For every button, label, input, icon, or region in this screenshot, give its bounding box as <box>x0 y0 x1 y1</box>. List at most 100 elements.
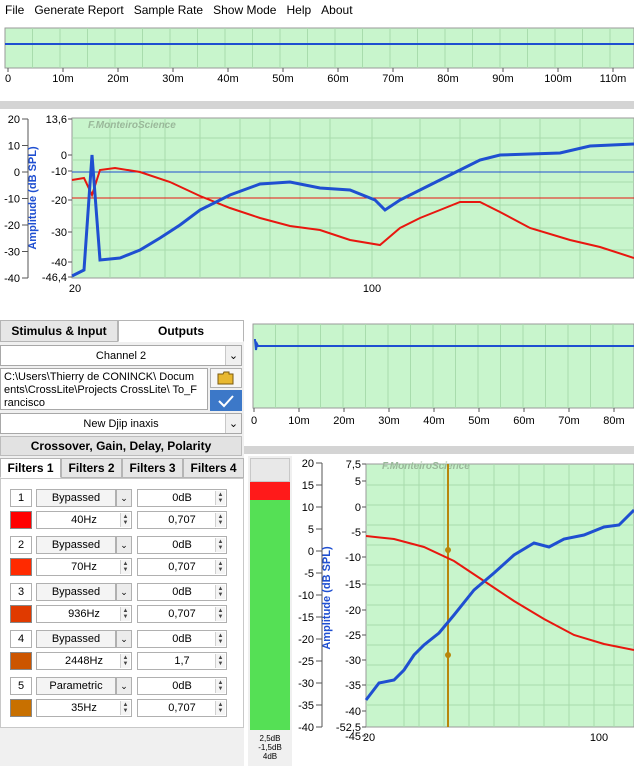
filter-frequency-field[interactable]: 2448Hz ▲ ▼ <box>36 652 132 670</box>
filter-color-swatch[interactable] <box>10 558 32 576</box>
left-tick-label: 5 <box>308 524 314 536</box>
menu-item-file[interactable]: File <box>5 3 25 17</box>
filter-type-value: Bypassed <box>51 633 101 645</box>
filter-q-field[interactable]: 0,707 ▲ ▼ <box>137 558 227 576</box>
chevron-down-icon[interactable]: ⌄ <box>225 414 241 433</box>
x-tick-label: 40m <box>217 73 238 85</box>
channel-select[interactable]: Channel 2 ⌄ <box>0 345 242 366</box>
meter-label-range: 4dB <box>262 752 278 761</box>
inner-tick-label: -20 <box>345 605 361 617</box>
spin-arrows-icon[interactable]: ▲ ▼ <box>215 607 225 621</box>
filter-gain-field[interactable]: 0dB ▲ ▼ <box>137 677 227 695</box>
splitter-mid[interactable] <box>244 446 634 454</box>
tab-stimulus-input[interactable]: Stimulus & Input <box>0 320 118 342</box>
spin-arrows-icon[interactable]: ▲ ▼ <box>215 560 225 574</box>
spin-arrows-icon[interactable]: ▲ ▼ <box>120 701 130 715</box>
chevron-down-icon[interactable]: ⌄ <box>116 677 132 695</box>
tab-filters-2[interactable]: Filters 2 <box>61 458 122 478</box>
filter-color-swatch[interactable] <box>10 699 32 717</box>
spin-arrows-icon[interactable]: ▲ ▼ <box>215 513 225 527</box>
left-tick-label: -20 <box>4 220 20 232</box>
left-tick-label: 0 <box>14 167 20 179</box>
x-tick-label: 80m <box>603 415 624 427</box>
filter-frequency-field[interactable]: 35Hz ▲ ▼ <box>36 699 132 717</box>
filter-frequency-field[interactable]: 936Hz ▲ ▼ <box>36 605 132 623</box>
inner-tick-label: -20 <box>51 195 67 207</box>
chevron-down-icon[interactable]: ⌄ <box>116 583 132 601</box>
tab-outputs[interactable]: Outputs <box>118 320 244 342</box>
left-tick-label: -10 <box>4 194 20 206</box>
filter-type-field[interactable]: Parametric <box>36 677 116 695</box>
preset-select[interactable]: New Djip inaxis ⌄ <box>0 413 242 434</box>
tab-filters-1[interactable]: Filters 1 <box>0 458 61 478</box>
spin-arrows-icon[interactable]: ▲ ▼ <box>120 513 130 527</box>
spin-arrows-icon[interactable]: ▲ ▼ <box>120 560 130 574</box>
folder-icon <box>217 371 234 385</box>
spin-arrows-icon[interactable]: ▲ ▼ <box>120 654 130 668</box>
filter-q-field[interactable]: 0,707 ▲ ▼ <box>137 605 227 623</box>
menu-item-generate-report[interactable]: Generate Report <box>34 3 124 17</box>
spin-arrows-icon[interactable]: ▲ ▼ <box>215 654 225 668</box>
chevron-down-icon[interactable]: ⌄ <box>116 536 132 554</box>
tab-filters-4[interactable]: Filters 4 <box>183 458 244 478</box>
chevron-down-icon[interactable]: ⌄ <box>225 346 241 365</box>
filter-q-field[interactable]: 0,707 ▲ ▼ <box>137 699 227 717</box>
menu-item-sample-rate[interactable]: Sample Rate <box>133 3 204 17</box>
filter-q-field[interactable]: 1,7 ▲ ▼ <box>137 652 227 670</box>
level-meter: 2,5dB -1,5dB 4dB <box>248 456 292 766</box>
spin-arrows-icon[interactable]: ▲ ▼ <box>215 585 225 599</box>
plot-area <box>252 323 634 409</box>
spin-arrows-icon[interactable]: ▲ ▼ <box>215 538 225 552</box>
x-tick-label: 60m <box>327 73 348 85</box>
cursor-marker-upper[interactable] <box>445 547 451 553</box>
filter-frequency-field[interactable]: 40Hz ▲ ▼ <box>36 511 132 529</box>
inner-tick-label: 13,6 <box>46 114 67 126</box>
x-tick-label: 20 <box>69 283 81 295</box>
filter-row: 3 Bypassed ⌄ 0dB ▲ ▼ 936Hz ▲ ▼ 0,707 ▲ ▼ <box>10 583 236 625</box>
spin-arrows-icon[interactable]: ▲ ▼ <box>120 607 130 621</box>
filter-q-field[interactable]: 0,707 ▲ ▼ <box>137 511 227 529</box>
inner-tick-label: -35 <box>345 680 361 692</box>
filter-number: 1 <box>10 489 32 507</box>
path-field[interactable]: C:\Users\Thierry de CONINCK\ Documents\C… <box>0 368 208 410</box>
filter-gain-field[interactable]: 0dB ▲ ▼ <box>137 630 227 648</box>
filter-gain-field[interactable]: 0dB ▲ ▼ <box>137 536 227 554</box>
open-folder-button[interactable] <box>210 368 242 388</box>
filter-type-field[interactable]: Bypassed <box>36 583 116 601</box>
filter-color-swatch[interactable] <box>10 605 32 623</box>
x-tick-label: 10m <box>288 415 309 427</box>
splitter-top[interactable] <box>0 101 634 109</box>
filter-type-field[interactable]: Bypassed <box>36 489 116 507</box>
filter-type-field[interactable]: Bypassed <box>36 536 116 554</box>
spin-arrows-icon[interactable]: ▲ ▼ <box>215 491 225 505</box>
spin-arrows-icon[interactable]: ▲ ▼ <box>215 632 225 646</box>
blue-response-trace <box>71 142 634 278</box>
left-tick-label: 10 <box>302 502 314 514</box>
section-header-crossover[interactable]: Crossover, Gain, Delay, Polarity <box>0 436 242 456</box>
filter-row: 1 Bypassed ⌄ 0dB ▲ ▼ 40Hz ▲ ▼ 0,707 ▲ ▼ <box>10 489 236 531</box>
watermark: F.MonteiroScience <box>88 120 176 131</box>
confirm-button[interactable] <box>210 390 242 411</box>
chevron-down-icon[interactable]: ⌄ <box>116 489 132 507</box>
filter-color-swatch[interactable] <box>10 511 32 529</box>
filter-type-field[interactable]: Bypassed <box>36 630 116 648</box>
filter-gain-field[interactable]: 0dB ▲ ▼ <box>137 489 227 507</box>
menu-item-show-mode[interactable]: Show Mode <box>213 3 277 17</box>
filter-color-swatch[interactable] <box>10 652 32 670</box>
spin-arrows-icon[interactable]: ▲ ▼ <box>215 679 225 693</box>
chevron-down-icon[interactable]: ⌄ <box>116 630 132 648</box>
inner-tick-label: 0 <box>355 502 361 514</box>
y-axis-label: Amplitude (dB SPL) <box>321 546 333 650</box>
menu-item-about[interactable]: About <box>321 3 353 17</box>
tab-filters-3[interactable]: Filters 3 <box>122 458 183 478</box>
preset-select-value: New Djip inaxis <box>83 417 159 430</box>
x-tick-label: 20m <box>107 73 128 85</box>
filter-frequency-value: 2448Hz <box>65 655 103 667</box>
menu-item-help[interactable]: Help <box>286 3 312 17</box>
filter-frequency-field[interactable]: 70Hz ▲ ▼ <box>36 558 132 576</box>
cursor-marker-lower[interactable] <box>445 652 451 658</box>
filter-row: 2 Bypassed ⌄ 0dB ▲ ▼ 70Hz ▲ ▼ 0,707 ▲ ▼ <box>10 536 236 578</box>
filter-number: 2 <box>10 536 32 554</box>
filter-gain-field[interactable]: 0dB ▲ ▼ <box>137 583 227 601</box>
spin-arrows-icon[interactable]: ▲ ▼ <box>215 701 225 715</box>
